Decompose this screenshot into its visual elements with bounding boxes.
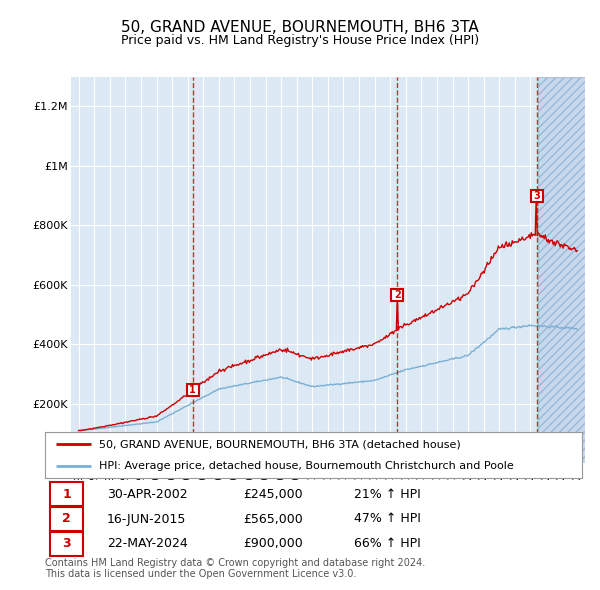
Text: 30-APR-2002: 30-APR-2002 <box>107 487 187 500</box>
Text: £245,000: £245,000 <box>244 487 304 500</box>
Text: 1: 1 <box>62 487 71 500</box>
Text: Contains HM Land Registry data © Crown copyright and database right 2024.: Contains HM Land Registry data © Crown c… <box>45 558 425 568</box>
Text: 16-JUN-2015: 16-JUN-2015 <box>107 513 186 526</box>
Text: 1: 1 <box>190 385 196 395</box>
Text: £565,000: £565,000 <box>244 513 304 526</box>
Text: 3: 3 <box>533 191 540 201</box>
Text: 50, GRAND AVENUE, BOURNEMOUTH, BH6 3TA: 50, GRAND AVENUE, BOURNEMOUTH, BH6 3TA <box>121 20 479 35</box>
Bar <box>538 77 585 463</box>
Text: 47% ↑ HPI: 47% ↑ HPI <box>354 513 421 526</box>
FancyBboxPatch shape <box>50 507 83 530</box>
Text: Price paid vs. HM Land Registry's House Price Index (HPI): Price paid vs. HM Land Registry's House … <box>121 34 479 47</box>
Text: 21% ↑ HPI: 21% ↑ HPI <box>354 487 421 500</box>
Text: 22-MAY-2024: 22-MAY-2024 <box>107 537 188 550</box>
FancyBboxPatch shape <box>50 532 83 556</box>
Text: HPI: Average price, detached house, Bournemouth Christchurch and Poole: HPI: Average price, detached house, Bour… <box>98 461 514 471</box>
Text: 50, GRAND AVENUE, BOURNEMOUTH, BH6 3TA (detached house): 50, GRAND AVENUE, BOURNEMOUTH, BH6 3TA (… <box>98 440 460 450</box>
FancyBboxPatch shape <box>50 483 83 506</box>
Text: £900,000: £900,000 <box>244 537 304 550</box>
Text: 2: 2 <box>394 290 401 300</box>
Text: 66% ↑ HPI: 66% ↑ HPI <box>354 537 421 550</box>
Text: 3: 3 <box>62 537 71 550</box>
Text: 2: 2 <box>62 513 71 526</box>
Text: This data is licensed under the Open Government Licence v3.0.: This data is licensed under the Open Gov… <box>45 569 356 579</box>
